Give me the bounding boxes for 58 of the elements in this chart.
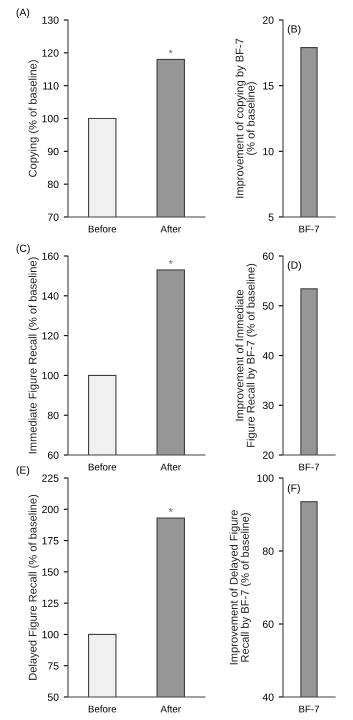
y-tick-label: 175 xyxy=(42,537,59,544)
y-tick-label: 20 xyxy=(262,452,274,459)
y-tick-label: 40 xyxy=(262,694,274,701)
y-tick-label: 100 xyxy=(42,630,59,638)
y-tick-label: 60 xyxy=(262,252,274,260)
chart-title: (C) xyxy=(16,244,30,254)
chart-title: (B) xyxy=(288,24,300,35)
chart-title: (E) xyxy=(16,466,30,476)
y-tick-label: 100 xyxy=(42,372,59,380)
y-tick-label: 40 xyxy=(262,352,274,360)
y-tick-label: 20 xyxy=(262,16,274,24)
x-tick-label: BF-7 xyxy=(299,706,320,712)
x-tick-label: BF-7 xyxy=(299,226,320,232)
y-axis-title: Improvement of copying by BF-7 (% of baseline) xyxy=(235,38,257,198)
y-tick-label: 80 xyxy=(48,180,59,188)
y-tick-label: 75 xyxy=(48,662,59,670)
y-tick-label: 140 xyxy=(42,292,59,300)
x-tick-label: BF-7 xyxy=(299,464,320,470)
annotation: * xyxy=(168,508,173,512)
y-tick-label: 150 xyxy=(42,568,59,576)
chart-title: (A) xyxy=(16,8,30,18)
y-tick-label: 90 xyxy=(48,148,59,156)
y-axis-title: Immediate Figure Recall (% of baseline) xyxy=(28,257,39,454)
y-tick-label: 30 xyxy=(262,402,274,410)
y-tick-label: 100 xyxy=(42,115,59,122)
text: (F) xyxy=(288,484,300,494)
y-tick-label: 15 xyxy=(263,82,274,90)
x-tick-label: Before xyxy=(88,225,116,232)
y-tick-label: 80 xyxy=(262,548,274,555)
x-tick-label: After xyxy=(160,463,181,470)
y-tick-label: 120 xyxy=(42,332,59,340)
y-tick-label: 110 xyxy=(43,82,59,90)
y-tick-label: 130 xyxy=(42,16,59,24)
y-axis-title: Copying (% of baseline) xyxy=(28,60,39,177)
chart-title: (D) xyxy=(288,261,301,271)
y-tick-label: 160 xyxy=(42,252,59,260)
x-tick-label: Before xyxy=(88,705,116,712)
y-tick-label: 10 xyxy=(263,148,274,156)
y-tick-label: 60 xyxy=(262,620,274,628)
y-tick-label: 100 xyxy=(257,474,274,482)
x-tick-label: After xyxy=(160,705,181,712)
y-axis-title: Delayed Figure Recall (% of baseline) xyxy=(28,494,39,680)
y-tick-label: 60 xyxy=(48,452,59,459)
y-tick-label: 5 xyxy=(268,214,274,221)
y-axis-title: Improvement of Immediate Figure Recall by BF-7 (% of baseline) xyxy=(235,264,257,447)
y-tick-label: 50 xyxy=(262,302,274,310)
y-tick-label: 225 xyxy=(42,474,59,482)
y-tick-label: 125 xyxy=(42,600,59,608)
y-tick-label: 80 xyxy=(48,412,59,420)
annotation: * xyxy=(168,49,173,54)
annotation: * xyxy=(168,260,173,264)
y-tick-label: 120 xyxy=(42,49,59,57)
x-tick-label: After xyxy=(160,225,181,232)
y-tick-label: 70 xyxy=(48,214,59,221)
x-tick-label: Before xyxy=(88,463,116,470)
y-tick-label: 200 xyxy=(42,506,59,514)
y-tick-label: 50 xyxy=(48,694,59,701)
y-axis-title: Improvement of Delayed Figure Recall by BF-7 (% of baseline) xyxy=(230,510,252,664)
